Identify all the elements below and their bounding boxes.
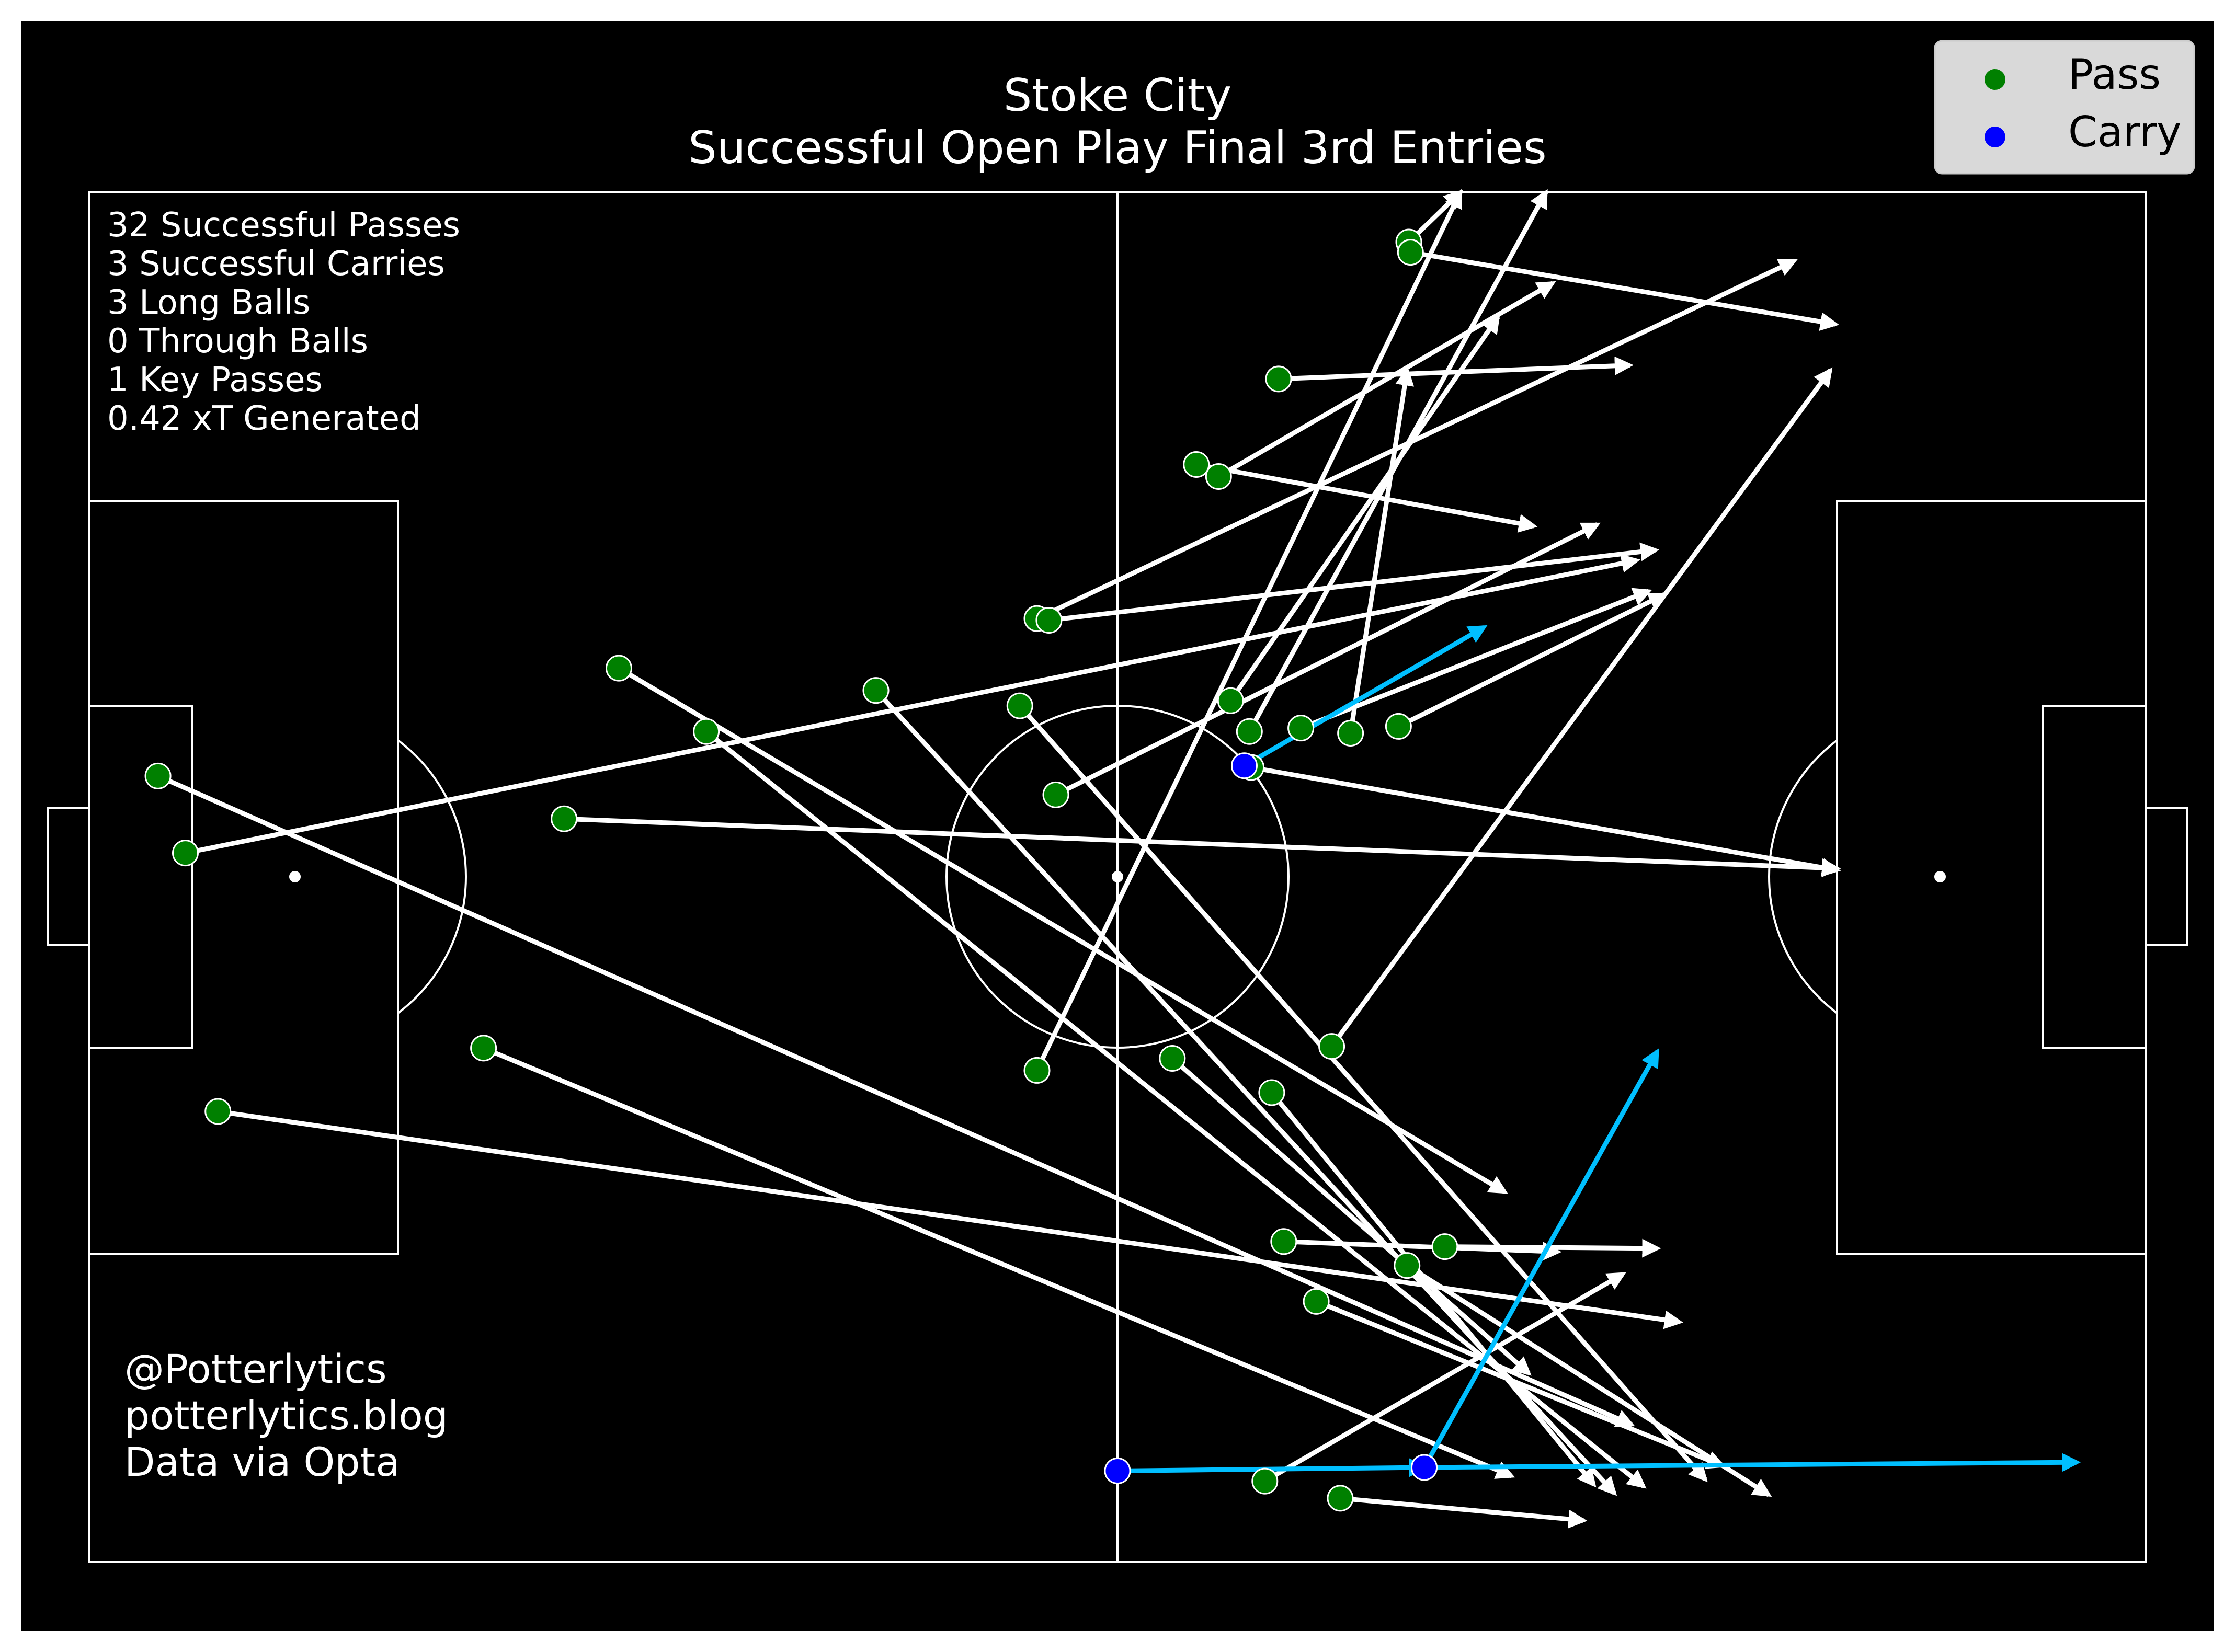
chart-title-line-1: Stoke City [1004,70,1231,122]
carry-arrows [1117,625,2081,1477]
carry-arrow-2 [1117,1458,1428,1477]
carry-arrow-4 [1424,1453,2081,1472]
pass-arrow-13 [1247,189,1548,733]
pass-start-marker-22 [1318,1033,1345,1060]
pass-arrow-24 [1034,189,1463,1072]
pass-arrow-16 [1397,592,1668,729]
pass-start-marker-24 [1023,1057,1051,1084]
credit-data-source: Data via Opta [124,1439,400,1485]
pass-start-marker-30 [1394,1252,1421,1279]
pass-arrow-18 [185,554,1640,856]
stat-key-passes: 1 Key Passes [107,361,323,399]
pass-arrow-6 [1036,258,1798,621]
pass-start-marker-10 [862,677,890,704]
pitch-markings [47,191,2188,1563]
pass-start-marker-5 [1205,463,1232,490]
pass-arrow-7 [1048,542,1660,623]
stat-long-balls: 3 Long Balls [107,283,310,322]
pass-arrow-25 [1170,1057,1532,1376]
pass-arrow-23 [482,1046,1515,1479]
pass-arrows [157,189,1841,1529]
pass-arrow-29 [1444,1238,1661,1258]
centre-spot [1112,871,1123,882]
pass-arrow-2 [1410,250,1840,331]
legend-carry-marker [1985,127,2005,147]
pass-start-marker-3 [1265,365,1292,393]
pass-start-marker-11 [1006,692,1033,719]
pass-start-marker-31 [1303,1288,1330,1315]
pass-arrow-28 [1283,1239,1562,1261]
carry-start-marker-1 [1230,752,1258,779]
pass-start-marker-15 [1337,720,1364,747]
pass-start-marker-26 [1258,1079,1285,1106]
pass-arrow-32 [1263,1272,1626,1484]
stat-xt: 0.42 xT Generated [107,399,421,438]
pass-arrow-14 [1299,588,1652,730]
pass-arrow-33 [1340,1496,1588,1529]
pass-start-marker-28 [1270,1228,1297,1255]
pass-start-marker-29 [1431,1233,1458,1260]
legend-carry-label: Carry [2068,108,2182,156]
carry-arrow-1 [1243,625,1488,768]
pass-arrow-19 [564,816,1841,877]
pass-arrow-20 [1055,522,1601,797]
legend: Pass Carry [1934,40,2195,175]
pass-arrow-31 [1315,1299,1726,1469]
pass-start-marker-13 [1236,718,1263,745]
stats-block: 32 Successful Passes 3 Successful Carrie… [107,206,460,438]
chart-title-line-2: Successful Open Play Final 3rd Entries [688,122,1546,174]
pass-arrow-8 [618,666,1508,1194]
left-penalty-spot [289,871,301,882]
pass-start-marker-19 [551,805,578,832]
pass-arrow-21 [1250,765,1841,877]
pass-start-marker-14 [1287,715,1315,742]
pass-arrow-15 [1348,366,1415,734]
pass-start-marker-25 [1159,1045,1186,1072]
pass-start-marker-18 [172,840,199,867]
pass-arrow-4 [1195,462,1538,533]
right-penalty-spot [1934,871,1946,882]
stat-passes: 32 Successful Passes [107,206,460,245]
pass-arrow-22 [1329,367,1833,1048]
pass-arrow-12 [1228,314,1500,702]
carry-start-marker-2 [1104,1457,1131,1484]
carry-start-marker-4 [1411,1454,1438,1481]
pass-start-marker-27 [204,1098,232,1125]
pass-start-marker-16 [1385,713,1412,740]
credit-website: potterlytics.blog [124,1392,448,1439]
carry-arrow-3 [1422,1048,1660,1469]
pass-start-marker-17 [144,762,172,789]
legend-pass-marker [1985,69,2005,90]
pass-start-marker-12 [1217,687,1244,714]
stat-through-balls: 0 Through Balls [107,322,368,361]
legend-pass-label: Pass [2068,50,2161,99]
pass-start-marker-32 [1251,1467,1279,1495]
left-goal [47,807,90,946]
pass-start-marker-33 [1327,1485,1354,1512]
left-penalty-arc [397,739,467,1014]
pass-start-marker-23 [470,1035,497,1062]
pass-arrow-11 [1018,704,1708,1483]
pass-markers [144,228,1458,1512]
pass-arrow-27 [218,1109,1683,1329]
credit-handle: @Potterlytics [124,1346,387,1392]
pass-start-marker-4 [1183,451,1210,478]
right-penalty-arc [1768,739,1838,1014]
credits-block: @Potterlytics potterlytics.blog Data via… [124,1346,448,1485]
pass-start-marker-7 [1035,606,1063,634]
carry-markers [1104,752,1438,1484]
stat-carries: 3 Successful Carries [107,245,445,283]
right-goal [2145,807,2188,946]
pass-start-marker-20 [1042,781,1069,808]
pass-start-marker-8 [605,655,632,682]
pass-arrow-17 [157,774,1635,1427]
pass-start-marker-2 [1397,239,1424,266]
centre-circle [945,705,1290,1049]
pass-start-marker-9 [693,718,720,745]
